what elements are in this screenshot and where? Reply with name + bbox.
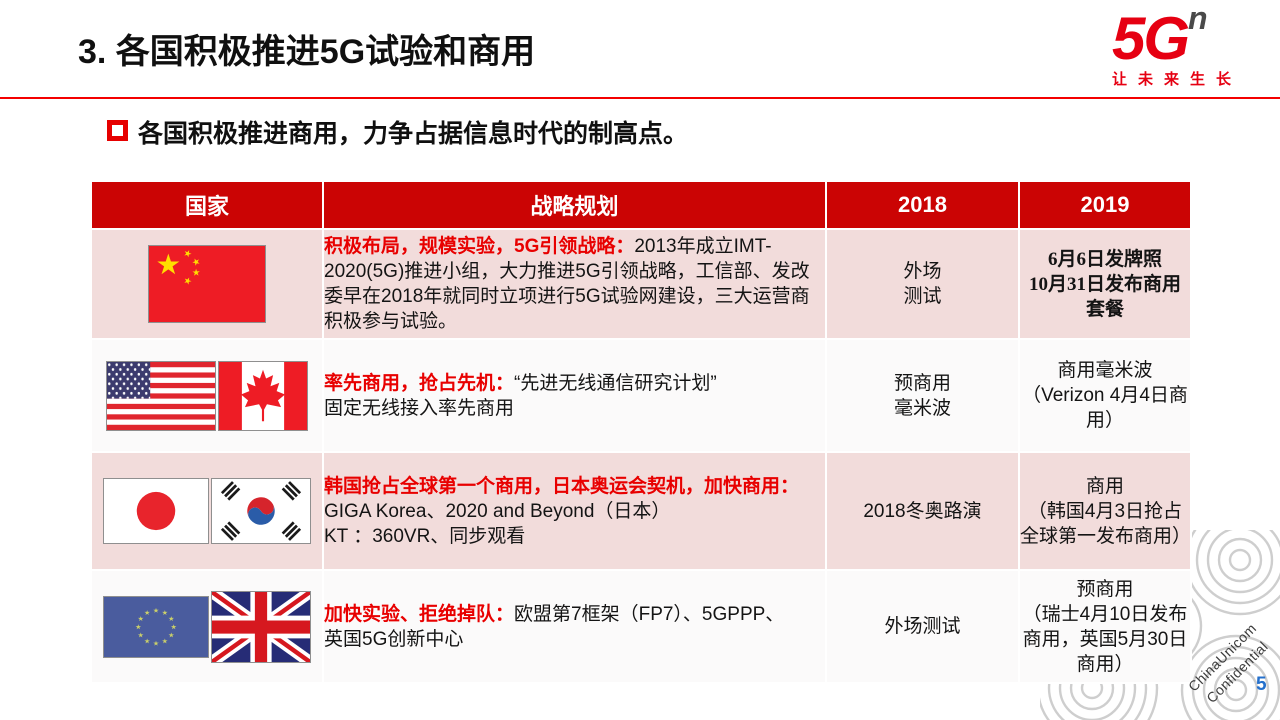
usa-flag-icon [106, 360, 216, 431]
cell-2018: 外场测试 [825, 569, 1020, 684]
table-row-china: 积极布局，规模实验，5G引领战略：2013年成立IMT-2020(5G)推进小组… [90, 228, 1192, 340]
table-row-usa-canada: 率先商用，抢占先机：“先进无线通信研究计划” 固定无线接入率先商用 预商用 毫米… [90, 338, 1192, 453]
flags-cell [90, 228, 324, 340]
title-underline [0, 97, 1280, 99]
cell-2018: 外场 测试 [825, 228, 1020, 340]
logo-5g-text: 5G [1112, 5, 1190, 72]
table-row-japan-korea: 韩国抢占全球第一个商用，日本奥运会契机，加快商用： GIGA Korea、2020… [90, 451, 1192, 571]
strategy-cell: 韩国抢占全球第一个商用，日本奥运会契机，加快商用： GIGA Korea、2020… [322, 451, 827, 571]
strategy-body: 2013年成立IMT-2020(5G)推进小组，大力推进5G引领战略，工信部、发… [324, 236, 810, 332]
cell-2018: 2018冬奥路演 [825, 451, 1020, 571]
strategy-lead: 积极布局，规模实验，5G引领战略： [324, 236, 635, 257]
uk-flag-icon [211, 590, 311, 663]
flags-cell [90, 338, 324, 453]
strategy-table: 国家 战略规划 2018 2019 [90, 180, 1192, 684]
strategy-cell: 加快实验、拒绝掉队：欧盟第7框架（FP7）、5GPPP、 英国5G创新中心 [322, 569, 827, 684]
cell-2019: 6月6日发牌照 10月31日发布商用套餐 [1018, 228, 1192, 340]
page-title: 3. 各国积极推进5G试验和商用 [78, 33, 536, 71]
flags-cell [90, 569, 324, 684]
strategy-lead: 率先商用，抢占先机： [324, 372, 515, 394]
header-2019: 2019 [1018, 180, 1192, 230]
strategy-lead: 韩国抢占全球第一个商用，日本奥运会契机，加快商用： [324, 475, 800, 497]
table-row-eu-uk: 加快实验、拒绝掉队：欧盟第7框架（FP7）、5GPPP、 英国5G创新中心 外场… [90, 569, 1192, 684]
logo-slogan: 让未来生长 [1112, 71, 1243, 88]
south-korea-flag-icon [211, 478, 311, 544]
strategy-lead: 加快实验、拒绝掉队： [324, 603, 515, 625]
strategy-body: 欧盟第7框架（FP7）、5GPPP、 英国5G创新中心 [324, 603, 785, 650]
china-flag-icon [148, 245, 266, 323]
eu-flag-icon [103, 595, 209, 658]
japan-flag-icon [103, 478, 209, 544]
cell-2019: 商用 （韩国4月3日抢占全球第一发布商用） [1018, 451, 1192, 571]
cell-2019: 预商用 （瑞士4月10日发布商用，英国5月30日商用） [1018, 569, 1192, 684]
strategy-cell: 率先商用，抢占先机：“先进无线通信研究计划” 固定无线接入率先商用 [322, 338, 827, 453]
table-header-row: 国家 战略规划 2018 2019 [90, 180, 1192, 230]
bullet-text: 各国积极推进商用，力争占据信息时代的制高点。 [138, 120, 689, 148]
cell-2018: 预商用 毫米波 [825, 338, 1020, 453]
bullet-square-icon [107, 120, 128, 141]
canada-flag-icon [218, 360, 308, 431]
header-country: 国家 [90, 180, 324, 230]
logo-n-superscript: n [1188, 0, 1208, 36]
cell-2019: 商用毫米波 （Verizon 4月4日商用） [1018, 338, 1192, 453]
strategy-cell: 积极布局，规模实验，5G引领战略：2013年成立IMT-2020(5G)推进小组… [322, 228, 827, 340]
strategy-body: GIGA Korea、2020 and Beyond（日本） KT ：360VR… [324, 500, 671, 547]
page-number: 5 [1256, 674, 1267, 695]
strategy-body: “先进无线通信研究计划” 固定无线接入率先商用 [324, 372, 717, 419]
header-2018: 2018 [825, 180, 1020, 230]
header-strategy: 战略规划 [322, 180, 827, 230]
flags-cell [90, 451, 324, 571]
brand-logo: 5Gn 让未来生长 [1112, 0, 1242, 89]
bullet-row: 各国积极推进商用，力争占据信息时代的制高点。 [107, 114, 688, 150]
